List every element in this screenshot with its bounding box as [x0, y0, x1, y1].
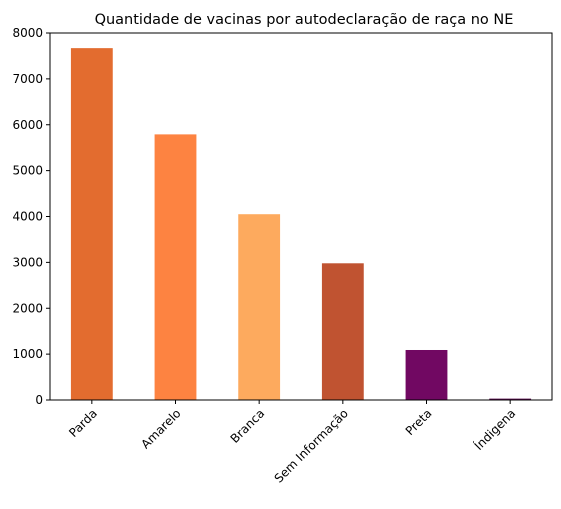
bar-4	[405, 349, 448, 400]
bar-5	[489, 398, 532, 400]
x-tick-label-2: Branca	[228, 406, 268, 446]
x-tick-label-3: Sem Informação	[272, 406, 351, 485]
x-tick-label-5: Índigena	[471, 406, 518, 453]
y-tick-label-0: 0	[35, 393, 43, 407]
x-tick-label-1: Amarelo	[138, 406, 183, 451]
y-tick-label-6: 6000	[12, 118, 43, 132]
bar-3	[321, 263, 364, 400]
x-axis: Parda Amarelo Branca Sem Informação Preta Índ…	[66, 400, 518, 486]
bar-1	[154, 134, 197, 401]
y-axis: 0 1000 2000 3000 4000 5000 6000 7000 8000	[12, 26, 50, 407]
bar-2	[238, 214, 281, 400]
x-tick-label-0: Parda	[66, 406, 100, 440]
bar-0	[70, 48, 113, 401]
y-tick-label-2: 2000	[12, 301, 43, 315]
y-tick-label-3: 3000	[12, 255, 43, 269]
bars-group	[70, 48, 532, 401]
y-tick-label-5: 5000	[12, 164, 43, 178]
y-tick-label-4: 4000	[12, 210, 43, 224]
x-tick-label-4: Preta	[403, 406, 435, 438]
y-tick-label-7: 7000	[12, 72, 43, 86]
chart-title: Quantidade de vacinas por autodeclaração…	[95, 12, 514, 28]
y-tick-label-1: 1000	[12, 347, 43, 361]
plot-frame	[49, 32, 553, 401]
y-tick-label-8: 8000	[12, 26, 43, 40]
